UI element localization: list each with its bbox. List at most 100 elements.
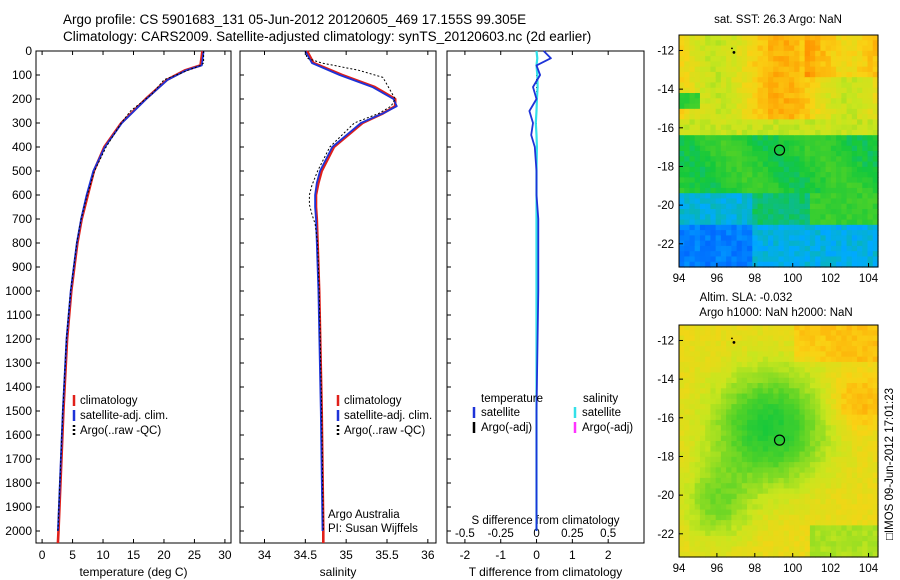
- map-sst-cell: [684, 156, 691, 163]
- map-sst-cell: [731, 182, 738, 189]
- map-sla-cell: [736, 493, 743, 500]
- map-sst-cell: [710, 103, 717, 110]
- map-sst-cell: [679, 182, 685, 189]
- map-sst-cell: [741, 161, 748, 168]
- map-sst-cell: [846, 230, 853, 236]
- map-sla-cell: [741, 393, 748, 400]
- map-sla-cell: [705, 351, 712, 358]
- map-sla-cell: [684, 477, 691, 484]
- map-sst-cell: [726, 98, 732, 105]
- map-sst-cell: [857, 172, 863, 178]
- map-sst-cell: [857, 56, 863, 62]
- map-sst-cell: [710, 35, 717, 41]
- map-sst-cell: [809, 172, 816, 178]
- map-sla-cell: [862, 467, 869, 474]
- map-sst-cell: [820, 230, 827, 236]
- map-sst-cell: [747, 135, 753, 142]
- map-sst-cell: [736, 98, 743, 105]
- map-sst-cell: [731, 77, 738, 84]
- map-sla-cell: [768, 488, 774, 495]
- salinity-difference-tick-label: -0.25: [488, 528, 514, 540]
- map-sla-cell: [715, 414, 722, 421]
- map-sla-cell: [741, 499, 748, 505]
- map-sla-cell: [841, 525, 848, 532]
- map-sst-cell: [851, 214, 858, 221]
- map-sst-cell: [710, 40, 717, 47]
- map-sla-cell: [851, 441, 858, 447]
- map-sst-cell: [731, 45, 738, 52]
- map-sst-cell: [815, 45, 821, 52]
- map-sla-cell: [809, 388, 816, 395]
- map-sst-cell: [783, 140, 790, 147]
- map-sst-cell: [762, 135, 769, 142]
- map-sla-cell: [679, 493, 685, 500]
- map-sst-cell: [731, 235, 738, 242]
- map-sst-cell: [710, 177, 717, 184]
- map-sst-cell: [757, 77, 764, 84]
- map-sst-cell: [809, 245, 816, 252]
- map-sla-cell: [862, 419, 869, 426]
- map-sla-cell: [836, 351, 842, 358]
- map-sla-cell: [799, 372, 806, 379]
- map-sla-cell: [804, 472, 811, 479]
- map-sla-cell: [699, 509, 706, 516]
- map-sst-cell: [857, 203, 863, 210]
- map-sla-xtick-label: 104: [859, 563, 879, 575]
- map-sla-cell: [731, 435, 738, 442]
- map-sla-cell: [689, 425, 696, 432]
- map-sst-cell: [684, 177, 691, 184]
- map-sla-cell: [684, 377, 691, 384]
- map-sla-cell: [720, 398, 727, 405]
- map-sla-cell: [684, 462, 691, 468]
- map-sst-cell: [679, 177, 685, 184]
- map-sst-cell: [694, 50, 701, 57]
- map-sla-cell: [762, 525, 769, 532]
- map-sst-cell: [851, 203, 858, 210]
- map-sst-cell: [694, 172, 701, 178]
- map-sla-cell: [720, 409, 727, 416]
- map-sla-cell: [841, 520, 848, 526]
- map-sla-cell: [741, 493, 748, 500]
- map-sst-cell: [825, 161, 832, 168]
- map-sla-cell: [720, 530, 727, 537]
- map-sla-cell: [778, 520, 785, 526]
- map-sla-cell: [768, 525, 774, 532]
- map-sst-cell: [747, 124, 753, 131]
- map-sla-cell: [757, 393, 764, 400]
- map-sst-cell: [778, 224, 785, 231]
- map-sst-cell: [710, 193, 717, 200]
- map-sla-cell: [830, 414, 837, 421]
- map-sla-ytick-label: -20: [657, 490, 674, 502]
- map-sst-cell: [794, 151, 801, 157]
- map-sla-cell: [762, 340, 769, 347]
- map-sla-cell: [820, 530, 827, 537]
- map-sst-cell: [736, 261, 743, 268]
- map-sla-cell: [752, 541, 759, 548]
- map-sla-cell: [857, 520, 863, 526]
- map-sst-cell: [768, 66, 774, 73]
- map-sst-cell: [710, 119, 717, 126]
- map-sst-cell: [762, 140, 769, 147]
- map-sst-cell: [705, 98, 712, 105]
- map-sla-cell: [715, 530, 722, 537]
- map-sst-cell: [726, 198, 732, 205]
- map-sla-cell: [720, 383, 727, 389]
- map-sla-cell: [836, 462, 842, 468]
- map-sla-cell: [762, 377, 769, 384]
- map-sla-cell: [757, 462, 764, 468]
- map-sst-cell: [762, 209, 769, 215]
- map-sst-cell: [809, 219, 816, 226]
- map-sst-cell: [726, 50, 732, 57]
- map-sst-cell: [799, 119, 806, 126]
- map-sst-cell: [825, 98, 832, 105]
- map-sla-cell: [778, 383, 785, 389]
- map-sst-cell: [736, 240, 743, 247]
- map-sst-cell: [684, 203, 691, 210]
- map-sla-cell: [694, 509, 701, 516]
- map-sla-cell: [689, 372, 696, 379]
- map-sla-cell: [689, 456, 696, 463]
- map-sla-cell: [841, 361, 848, 368]
- map-sst-cell: [841, 103, 848, 110]
- map-sla-cell: [731, 499, 738, 505]
- map-sst-cell: [731, 156, 738, 163]
